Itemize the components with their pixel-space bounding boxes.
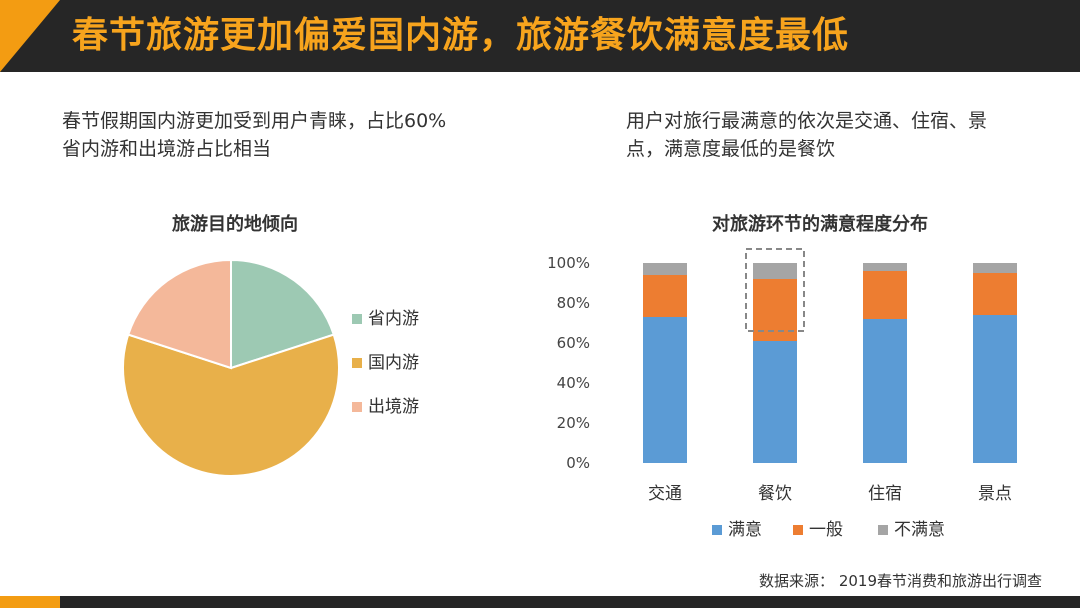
right-description-line1: 用户对旅行最满意的依次是交通、住宿、景 — [626, 110, 988, 132]
pie-legend-swatch-1 — [352, 358, 362, 368]
bar-segment-交通-满意 — [643, 317, 687, 463]
bar-segment-住宿-一般 — [863, 271, 907, 319]
x-category-label: 景点 — [978, 484, 1012, 504]
y-tick-label: 0% — [566, 454, 590, 472]
footer-bar — [0, 596, 1080, 608]
bar-chart-title: 对旅游环节的满意程度分布 — [712, 214, 928, 235]
y-tick-label: 20% — [557, 414, 590, 432]
x-category-label: 住宿 — [868, 484, 902, 504]
bar-segment-餐饮-满意 — [753, 341, 797, 463]
bar-legend-label-2: 不满意 — [894, 520, 945, 540]
header-accent — [0, 0, 60, 72]
left-description-line1: 春节假期国内游更加受到用户青睐，占比60% — [62, 110, 447, 132]
bar-legend-swatch-2 — [878, 525, 888, 535]
pie-legend-label-0: 省内游 — [368, 309, 419, 329]
x-category-label: 餐饮 — [758, 484, 792, 504]
bar-segment-景点-满意 — [973, 315, 1017, 463]
pie-legend-label-1: 国内游 — [368, 353, 419, 373]
y-tick-label: 80% — [557, 294, 590, 312]
bar-segment-景点-不满意 — [973, 263, 1017, 273]
pie-legend-swatch-2 — [352, 402, 362, 412]
pie-chart-title: 旅游目的地倾向 — [172, 214, 298, 235]
bar-segment-交通-一般 — [643, 275, 687, 317]
pie-legend-swatch-0 — [352, 314, 362, 324]
bar-segment-交通-不满意 — [643, 263, 687, 275]
bar-legend-label-0: 满意 — [728, 520, 762, 540]
right-description: 用户对旅行最满意的依次是交通、住宿、景 点，满意度最低的是餐饮 — [626, 107, 1046, 163]
x-category-label: 交通 — [648, 484, 682, 504]
left-description: 春节假期国内游更加受到用户青睐，占比60% 省内游和出境游占比相当 — [62, 107, 502, 163]
right-description-line2: 点，满意度最低的是餐饮 — [626, 138, 836, 160]
bar-segment-景点-一般 — [973, 273, 1017, 315]
header-bar — [0, 0, 1080, 72]
pie-slice-0 — [230, 258, 335, 370]
y-tick-label: 60% — [557, 334, 590, 352]
left-description-line2: 省内游和出境游占比相当 — [62, 138, 272, 160]
page-title: 春节旅游更加偏爱国内游，旅游餐饮满意度最低 — [72, 15, 850, 56]
bar-legend-label-1: 一般 — [809, 520, 843, 540]
bar-segment-住宿-满意 — [863, 319, 907, 463]
data-source: 数据来源： 2019春节消费和旅游出行调查 — [759, 572, 1042, 590]
y-tick-label: 40% — [557, 374, 590, 392]
bar-segment-餐饮-不满意 — [753, 263, 797, 279]
pie-slice-2 — [127, 258, 232, 370]
bar-legend-swatch-0 — [712, 525, 722, 535]
pie-legend-label-2: 出境游 — [368, 397, 419, 417]
bar-legend-swatch-1 — [793, 525, 803, 535]
pie-slice-1 — [122, 333, 340, 477]
y-tick-label: 100% — [547, 254, 590, 272]
bar-segment-住宿-不满意 — [863, 263, 907, 271]
footer-accent — [0, 596, 60, 608]
